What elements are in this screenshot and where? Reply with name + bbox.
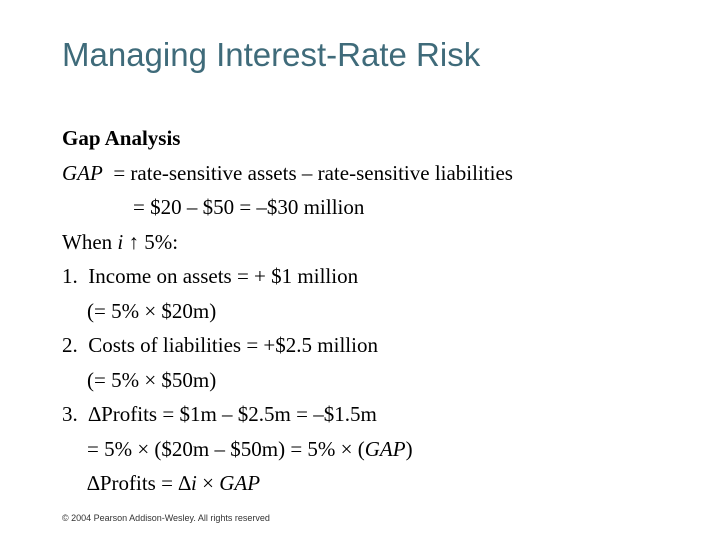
list-item-2-sub: (= 5% × $50m) xyxy=(87,367,217,392)
profit-formula: ∆Profits = ∆i × GAP xyxy=(62,466,513,501)
sub-part-a: = 5% × ($20m – $50m) = 5% × ( xyxy=(87,436,365,461)
sub-part-b: ) xyxy=(405,436,413,461)
formula-i: i xyxy=(191,471,197,495)
item-number: 1. xyxy=(62,264,78,288)
formula-part-a: ∆Profits = ∆ xyxy=(87,471,192,495)
formula-times: × xyxy=(196,471,220,495)
copyright-footer: © 2004 Pearson Addison-Wesley. All right… xyxy=(62,513,270,523)
item-text: Income on assets = + $1 million xyxy=(88,264,359,288)
sub-gap: GAP xyxy=(364,436,406,461)
gap-value-line: = $20 – $50 = –$30 million xyxy=(133,195,365,219)
list-item-1: 1. Income on assets = + $1 million xyxy=(62,259,513,294)
gap-definition-line: GAP = rate-sensitive assets – rate-sensi… xyxy=(62,156,513,191)
item-number: 3. xyxy=(62,402,78,426)
gap-definition: = rate-sensitive assets – rate-sensitive… xyxy=(102,160,513,185)
item-text: ∆Profits = $1m – $2.5m = –$1.5m xyxy=(88,402,377,426)
slide-body: Gap Analysis GAP = rate-sensitive assets… xyxy=(62,121,513,501)
when-i: i xyxy=(117,229,124,254)
list-item-3: 3. ∆Profits = $1m – $2.5m = –$1.5m xyxy=(62,397,513,432)
gap-label: GAP xyxy=(62,160,103,185)
item-text: Costs of liabilities = +$2.5 million xyxy=(88,333,378,357)
item-number: 2. xyxy=(62,333,78,357)
slide-title: Managing Interest-Rate Risk xyxy=(62,36,481,73)
formula-gap: GAP xyxy=(219,471,261,495)
list-item-2: 2. Costs of liabilities = +$2.5 million xyxy=(62,328,513,363)
when-line: When i ↑ 5%: xyxy=(62,225,513,260)
section-heading: Gap Analysis xyxy=(62,126,181,150)
list-item-3-sub: = 5% × ($20m – $50m) = 5% × (GAP) xyxy=(62,432,513,467)
when-prefix: When xyxy=(62,229,118,254)
when-rest: ↑ 5%: xyxy=(123,229,179,254)
list-item-1-sub: (= 5% × $20m) xyxy=(87,298,217,323)
